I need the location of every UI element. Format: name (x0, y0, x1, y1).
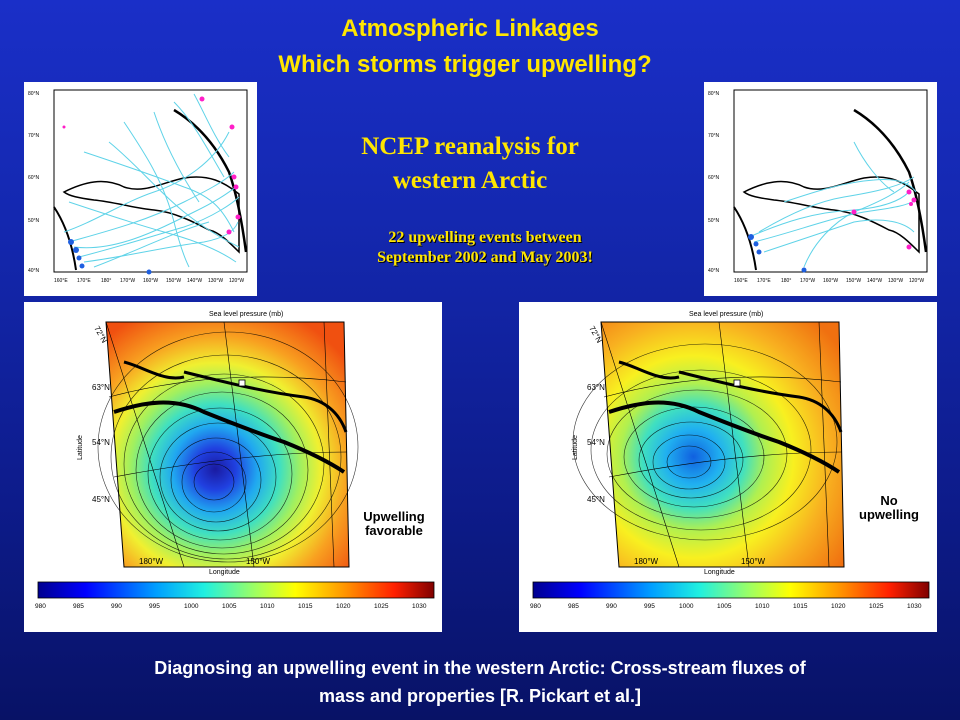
events-line-2: September 2002 and May 2003! (377, 249, 593, 266)
lon-label: 130°W (208, 278, 223, 284)
lon-label: 160°E (734, 278, 748, 284)
lon-label: 160°W (823, 278, 838, 284)
lon-label: 170°E (757, 278, 771, 284)
label-line: No (880, 493, 898, 508)
events-line-1: 22 upwelling events between (388, 229, 582, 246)
footer-line-2: mass and properties [R. Pickart et al.] (318, 686, 642, 706)
colorbar-tick: 1000 (679, 603, 694, 610)
slp-lon-label: 150°W (741, 557, 766, 566)
lon-label: 170°E (77, 278, 91, 284)
colorbar-tick: 980 (35, 603, 46, 610)
colorbar-tick: 995 (149, 603, 160, 610)
slp-xlabel: Longitude (209, 569, 240, 576)
colorbar-tick: 1030 (907, 603, 922, 610)
colorbar-tick: 1025 (869, 603, 884, 610)
lon-label: 140°W (187, 278, 202, 284)
colorbar (532, 581, 930, 599)
colorbar-tick: 1005 (717, 603, 732, 610)
low-start-markers (68, 239, 152, 275)
label-line: upwelling (859, 507, 919, 522)
slide-subtitle: Which storms trigger upwelling? (278, 51, 652, 78)
slp-map-title: Sea level pressure (mb) (689, 311, 763, 318)
slp-map-title: Sea level pressure (mb) (209, 311, 283, 318)
lat-label: 40°N (28, 268, 40, 274)
colorbar-tick: 995 (644, 603, 655, 610)
ncep-line-1: NCEP reanalysis for (361, 133, 579, 160)
colorbar-tick: 985 (73, 603, 84, 610)
storm-track-map-right-svg: 80°N 70°N 60°N 50°N 40°N 160°E 170°E 180… (708, 89, 928, 284)
colorbar-tick: 1000 (184, 603, 199, 610)
lon-label: 160°W (143, 278, 158, 284)
slp-map-no-upwelling: Sea level pressure (mb) 72°N 63°N 54°N 4… (519, 302, 937, 632)
lat-label: 40°N (708, 268, 720, 274)
lon-label: 120°W (909, 278, 924, 284)
lat-label: 60°N (28, 175, 40, 181)
slp-lat-label: 45°N (587, 495, 605, 504)
footer-caption: Diagnosing an upwelling event in the wes… (20, 654, 940, 710)
lon-label: 180° (781, 278, 791, 284)
colorbar-tick: 1005 (222, 603, 237, 610)
lon-label: 150°W (166, 278, 181, 284)
upwelling-favorable-label: Upwelling favorable (346, 510, 442, 538)
slp-ylabel: Latitude (572, 435, 579, 460)
slp-xlabel: Longitude (704, 569, 735, 576)
lat-label: 70°N (708, 133, 720, 139)
lat-label: 80°N (708, 91, 720, 97)
slp-lat-label: 54°N (587, 438, 605, 447)
colorbar-tick: 1010 (755, 603, 770, 610)
label-line: Upwelling (363, 509, 425, 524)
lon-label: 180° (101, 278, 111, 284)
colorbar-tick: 1025 (374, 603, 389, 610)
slp-ylabel: Latitude (77, 435, 84, 460)
slp-map-upwelling: Sea level pressure (mb) 72°N 63°N (24, 302, 442, 632)
colorbar-tick: 1020 (336, 603, 351, 610)
colorbar-tick: 1015 (793, 603, 808, 610)
lon-label: 140°W (867, 278, 882, 284)
colorbar-tick: 1010 (260, 603, 275, 610)
slp-lon-label: 180°W (139, 557, 164, 566)
lat-label: 70°N (28, 133, 40, 139)
slp-lat-label: 45°N (92, 495, 110, 504)
lon-label: 150°W (846, 278, 861, 284)
colorbar (37, 581, 435, 599)
lon-label: 130°W (888, 278, 903, 284)
storm-track-map-right: 80°N 70°N 60°N 50°N 40°N 160°E 170°E 180… (704, 82, 937, 296)
ncep-line-2: western Arctic (392, 167, 548, 194)
low-start-markers (748, 234, 807, 273)
lat-label: 60°N (708, 175, 720, 181)
storm-track-map-left: 80°N 70°N 60°N 50°N 40°N 160°E 170°E 180… (24, 82, 257, 296)
lat-label: 50°N (708, 218, 720, 224)
lon-label: 170°W (120, 278, 135, 284)
end-markers (62, 96, 241, 235)
colorbar-tick: 1015 (298, 603, 313, 610)
slp-lon-label: 150°W (246, 557, 271, 566)
lon-label: 160°E (54, 278, 68, 284)
lon-label: 170°W (800, 278, 815, 284)
colorbar-tick: 985 (568, 603, 579, 610)
label-line: favorable (365, 523, 423, 538)
colorbar-tick: 990 (111, 603, 122, 610)
footer-line-1: Diagnosing an upwelling event in the wes… (154, 658, 806, 678)
slp-lat-label: 63°N (92, 383, 110, 392)
lon-label: 120°W (229, 278, 244, 284)
no-upwelling-label: No upwelling (841, 494, 937, 522)
colorbar-tick: 990 (606, 603, 617, 610)
colorbar-tick: 1030 (412, 603, 427, 610)
end-markers (851, 189, 917, 250)
ncep-heading: NCEP reanalysis for western Arctic (270, 130, 670, 198)
slp-map-upwelling-svg: Sea level pressure (mb) 72°N 63°N (35, 311, 435, 610)
storm-track-map-left-svg: 80°N 70°N 60°N 50°N 40°N 160°E 170°E 180… (28, 89, 248, 284)
colorbar-tick: 1020 (831, 603, 846, 610)
slp-lat-label: 54°N (92, 438, 110, 447)
lat-label: 50°N (28, 218, 40, 224)
lat-label: 80°N (28, 91, 40, 97)
colorbar-tick: 980 (530, 603, 541, 610)
slp-lat-label: 63°N (587, 383, 605, 392)
slp-map-no-upwelling-svg: Sea level pressure (mb) 72°N 63°N 54°N 4… (530, 311, 930, 610)
events-note: 22 upwelling events between September 20… (300, 228, 670, 268)
slide-title: Atmospheric Linkages (341, 15, 599, 42)
slp-lon-label: 180°W (634, 557, 659, 566)
